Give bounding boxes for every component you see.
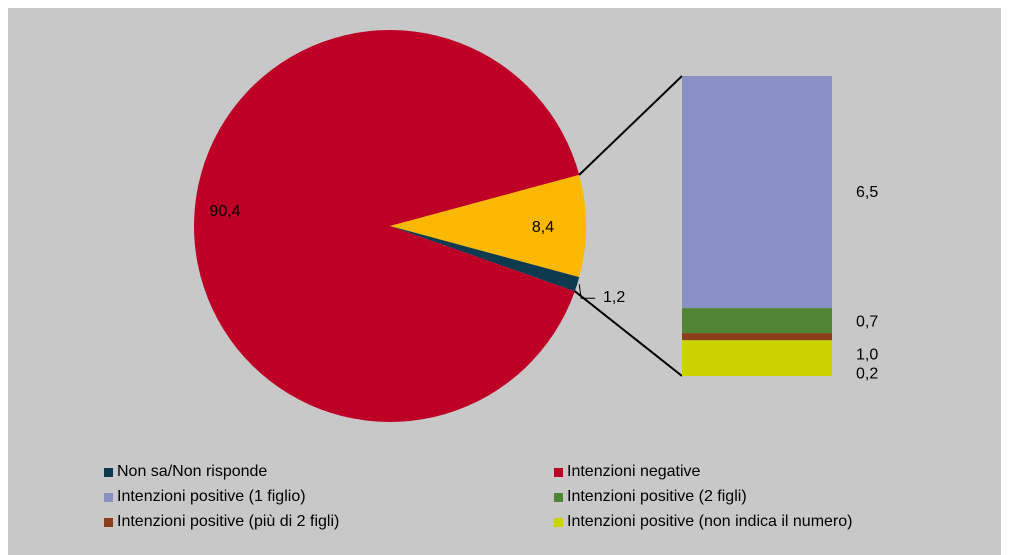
bar-segment-intenzioni-positive-piu-di-2-figli [682,333,832,341]
connector-line-bottom [574,290,683,377]
legend-item-intenzioni-positive-2-figli: Intenzioni positive (2 figli) [554,488,747,506]
legend-item-non-sa-non-risponde: Non sa/Non risponde [104,463,267,481]
pie-label-non-sa-non-risponde: 1,2 [603,289,625,306]
data-labels: 90,4 8,4 1,2 6,5 0,7 1,0 0,2 [209,184,878,383]
legend-item-intenzioni-positive-1-figlio: Intenzioni positive (1 figlio) [104,488,306,506]
legend-item-intenzioni-positive-piu-di-2-figli: Intenzioni positive (più di 2 figli) [104,513,339,531]
pie-slice-intenzioni-negative [193,30,580,423]
stacked-bar [682,76,832,376]
legend-label: Intenzioni positive (non indica il numer… [567,513,853,530]
legend-item-intenzioni-negative: Intenzioni negative [554,463,700,481]
bar-label-intenzioni-positive-1-figlio: 6,5 [856,184,878,201]
bar-label-intenzioni-positive-2-figli: 0,7 [856,314,878,331]
bar-label-intenzioni-positive-piu-di-2-figli: 1,0 [856,347,878,364]
pie-leader-line [578,284,596,299]
chart-area: 90,4 8,4 1,2 6,5 0,7 1,0 0,2 Non sa/Non rispon… [8,8,1001,555]
legend-swatch [554,517,563,527]
pie-label-intenzioni-positive: 8,4 [532,219,554,236]
connector-lines [574,75,683,377]
legend-swatch [104,492,113,502]
pie-slice-intenzioni-positive [390,174,586,278]
legend-swatch [554,467,563,477]
bar-segment-intenzioni-positive-non-indica-il-numero [682,340,832,376]
legend-label: Intenzioni positive (2 figli) [567,488,747,505]
bar-of-pie-chart: 90,4 8,4 1,2 6,5 0,7 1,0 0,2 [193,30,878,423]
legend-label: Intenzioni positive (1 figlio) [117,488,306,505]
legend-swatch [554,492,563,502]
pie-label-intenzioni-negative: 90,4 [209,203,240,220]
pie-slice-non-sa-non-risponde [390,226,580,292]
legend-label: Non sa/Non risponde [117,463,268,480]
bar-label-intenzioni-positive-non-indica-il-numero: 0,2 [856,366,878,383]
legend-item-intenzioni-positive-non-indica-il-numero: Intenzioni positive (non indica il numer… [554,513,852,531]
legend-swatch [104,517,113,527]
legend-swatch [104,467,113,477]
legend-label: Intenzioni negative [567,463,701,480]
bar-segment-intenzioni-positive-1-figlio [682,76,832,309]
connector-line-top [578,75,683,176]
pie [193,30,586,423]
bar-segment-intenzioni-positive-2-figli [682,308,832,334]
legend-label: Intenzioni positive (più di 2 figli) [117,513,340,530]
